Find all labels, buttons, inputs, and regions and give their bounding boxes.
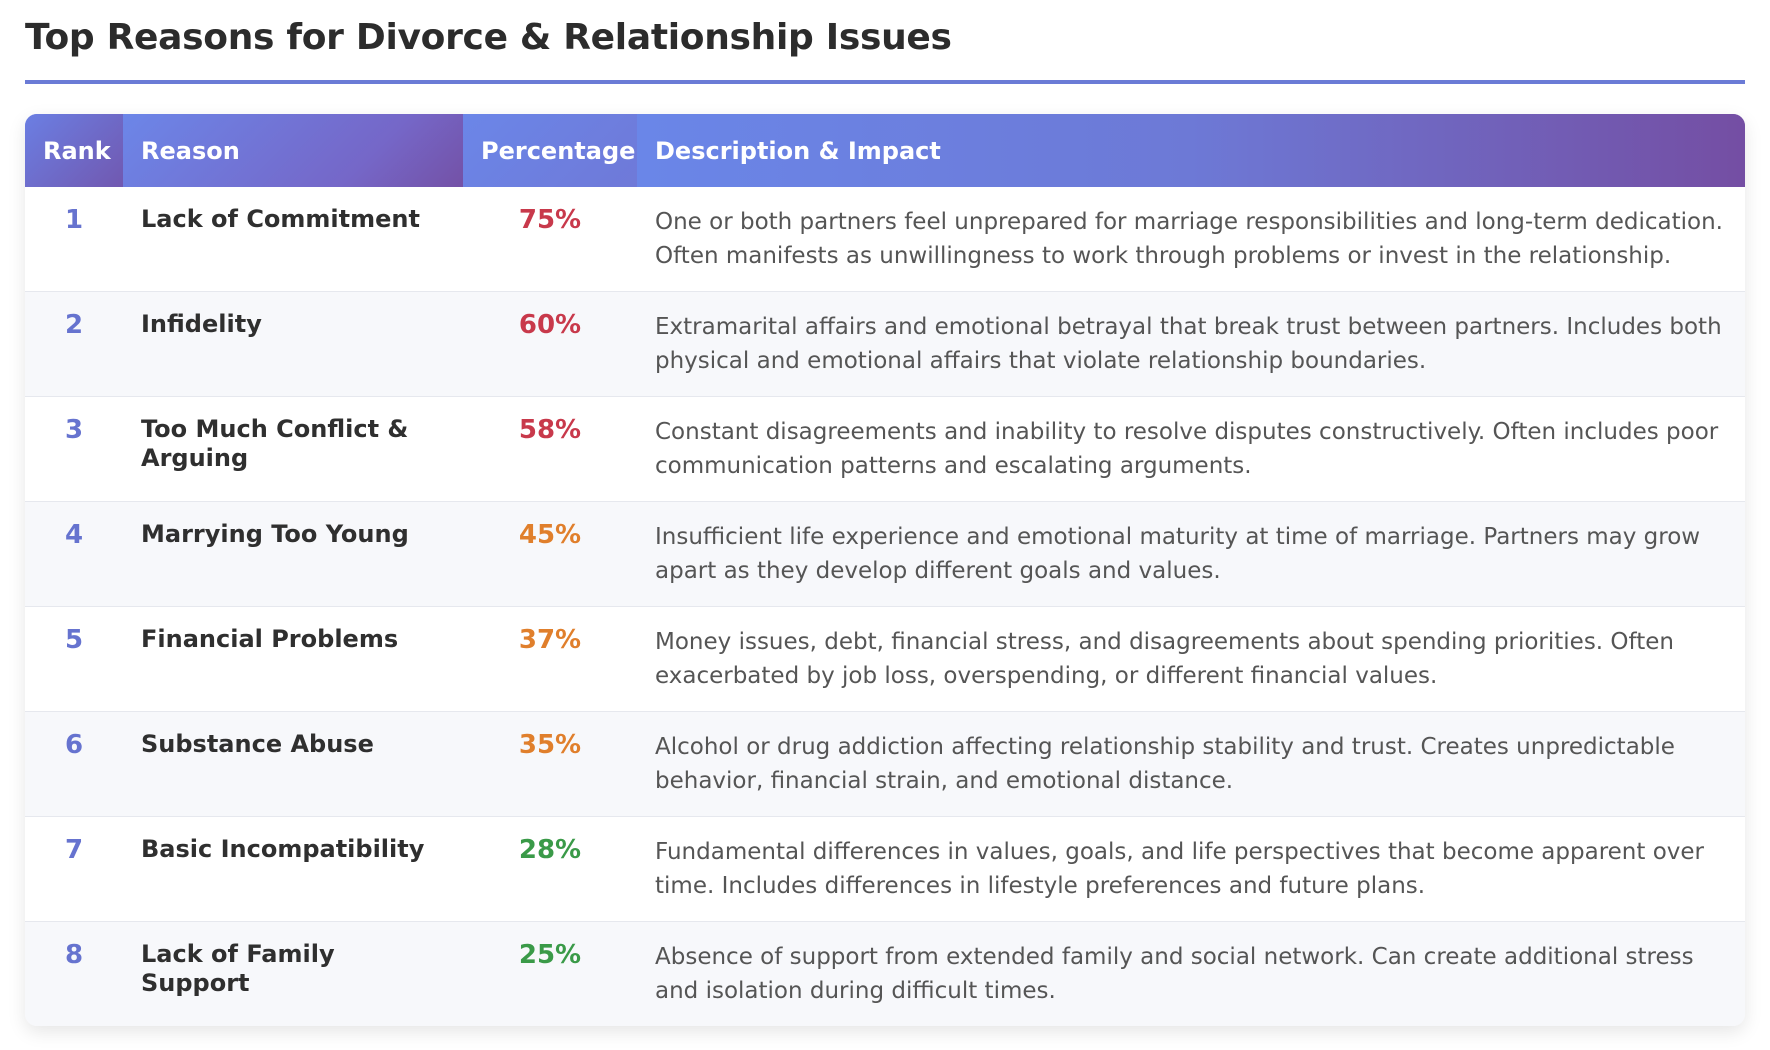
reason-cell: Lack of Commitment [123, 187, 463, 292]
percentage-cell: 25% [518, 940, 582, 970]
header-description: Description & Impact [637, 114, 1745, 187]
description-cell: Extramarital affairs and emotional betra… [637, 291, 1745, 397]
rank-cell: 7 [25, 816, 123, 922]
reasons-table-card: Rank Reason Percentage Description & Imp… [25, 114, 1745, 1026]
percentage-cell: 28% [463, 816, 637, 922]
rank-cell: 8 [64, 940, 84, 970]
description-cell: One or both partners feel unprepared for… [637, 187, 1745, 292]
description-cell: Alcohol or drug addiction affecting rela… [637, 711, 1745, 817]
reason-cell: Basic Incompatibility [123, 816, 463, 922]
description-cell: Insufficient life experience and emotion… [637, 501, 1745, 607]
reasons-table: Rank Reason Percentage Description & Imp… [25, 114, 1745, 1026]
percentage-cell: 37% [463, 606, 637, 712]
table-row: 7 Basic Incompatibility 28% Fundamental dif… [25, 816, 1745, 922]
percentage-cell: 35% [463, 711, 637, 817]
header-reason: Reason [123, 114, 463, 187]
description-cell: Fundamental differences in values, goals… [637, 816, 1745, 922]
table-row: 5 Financial Problems 37% Money issues, debt… [25, 606, 1745, 712]
rank-cell: 2 [25, 291, 123, 397]
reason-cell: Financial Problems [123, 606, 463, 712]
table-row: 2 Infidelity 60% Extramarital affairs and e… [25, 291, 1745, 397]
reason-cell: Lack of Family Support [141, 940, 335, 997]
header-rank: Rank [25, 114, 123, 187]
rank-cell: 6 [25, 711, 123, 817]
description-cell: Absence of support from extended family … [655, 944, 1694, 1004]
table-row: 4 Marrying Too Young 45% Insufficient life … [25, 501, 1745, 607]
table-row: 6 Substance Abuse 35% Alcohol or drug addic… [25, 711, 1745, 817]
percentage-cell: 58% [463, 396, 637, 502]
header-percentage: Percentage [463, 114, 637, 187]
table-header: Rank Reason Percentage Description & Imp… [25, 114, 1745, 187]
reason-cell: Substance Abuse [123, 711, 463, 817]
description-cell: Money issues, debt, financial stress, an… [637, 606, 1745, 712]
table-row: 3 Too Much Conflict & Arguing 58% Constant … [25, 396, 1745, 502]
table-row: 8 Lack of Family Support 25% Absence of sup… [25, 921, 1745, 1026]
rank-cell: 5 [25, 606, 123, 712]
reason-cell: Too Much Conflict & Arguing [123, 396, 463, 502]
percentage-cell: 45% [463, 501, 637, 607]
rank-cell: 3 [25, 396, 123, 502]
rank-cell: 1 [25, 187, 123, 292]
page-title: Top Reasons for Divorce & Relationship I… [25, 14, 1745, 84]
reason-cell: Marrying Too Young [123, 501, 463, 607]
table-row: 1 Lack of Commitment 75% One or both partne… [25, 187, 1745, 292]
table-header-row: Rank Reason Percentage Description & Imp… [25, 114, 1745, 187]
percentage-cell: 75% [463, 187, 637, 292]
reason-cell: Infidelity [123, 291, 463, 397]
table-body: 1 Lack of Commitment 75% One or both partne… [25, 187, 1745, 1026]
percentage-cell: 60% [463, 291, 637, 397]
page-container: Top Reasons for Divorce & Relationship I… [25, 14, 1745, 1026]
description-cell: Constant disagreements and inability to … [637, 396, 1745, 502]
rank-cell: 4 [25, 501, 123, 607]
